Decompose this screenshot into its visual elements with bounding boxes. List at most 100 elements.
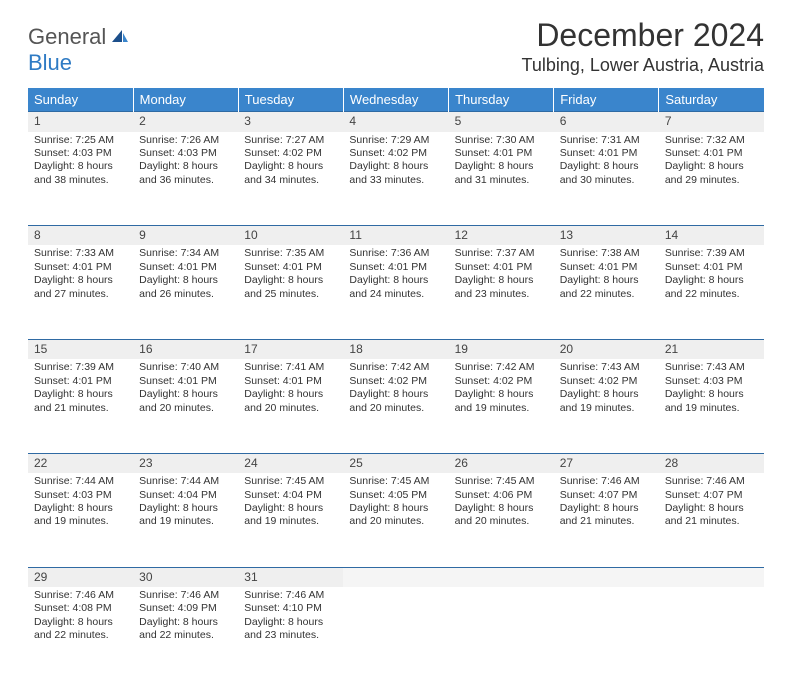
day-number: 5 xyxy=(449,112,554,132)
sunset-text: Sunset: 4:07 PM xyxy=(560,489,653,502)
sunrise-text: Sunrise: 7:34 AM xyxy=(139,247,232,260)
daylight-text-1: Daylight: 8 hours xyxy=(34,388,127,401)
sunrise-text: Sunrise: 7:46 AM xyxy=(560,475,653,488)
day-number: 31 xyxy=(238,567,343,587)
day-cell: Sunrise: 7:46 AMSunset: 4:08 PMDaylight:… xyxy=(28,587,133,675)
sunset-text: Sunset: 4:01 PM xyxy=(244,375,337,388)
day-number: 16 xyxy=(133,339,238,359)
sunset-text: Sunset: 4:10 PM xyxy=(244,602,337,615)
daylight-text-1: Daylight: 8 hours xyxy=(665,388,758,401)
sunset-text: Sunset: 4:03 PM xyxy=(139,147,232,160)
daylight-text-2: and 19 minutes. xyxy=(560,402,653,415)
daylight-text-2: and 33 minutes. xyxy=(349,174,442,187)
logo-word-2: Blue xyxy=(28,50,72,75)
daylight-text-2: and 31 minutes. xyxy=(455,174,548,187)
day-cell: Sunrise: 7:40 AMSunset: 4:01 PMDaylight:… xyxy=(133,359,238,447)
day-number: 15 xyxy=(28,339,133,359)
sunset-text: Sunset: 4:02 PM xyxy=(560,375,653,388)
sunrise-text: Sunrise: 7:44 AM xyxy=(139,475,232,488)
sunrise-text: Sunrise: 7:27 AM xyxy=(244,134,337,147)
sunrise-text: Sunrise: 7:38 AM xyxy=(560,247,653,260)
daylight-text-2: and 22 minutes. xyxy=(665,288,758,301)
daylight-text-2: and 21 minutes. xyxy=(560,515,653,528)
weekday-header: Monday xyxy=(133,88,238,112)
sunset-text: Sunset: 4:02 PM xyxy=(244,147,337,160)
daylight-text-1: Daylight: 8 hours xyxy=(349,160,442,173)
day-number: 20 xyxy=(554,339,659,359)
daylight-text-2: and 24 minutes. xyxy=(349,288,442,301)
sunset-text: Sunset: 4:07 PM xyxy=(665,489,758,502)
daylight-text-2: and 29 minutes. xyxy=(665,174,758,187)
daylight-text-2: and 25 minutes. xyxy=(244,288,337,301)
day-number: 6 xyxy=(554,112,659,132)
daylight-text-1: Daylight: 8 hours xyxy=(244,616,337,629)
day-number: 4 xyxy=(343,112,448,132)
sunset-text: Sunset: 4:01 PM xyxy=(665,261,758,274)
day-cell: Sunrise: 7:46 AMSunset: 4:07 PMDaylight:… xyxy=(554,473,659,561)
daynum-row: 22232425262728 xyxy=(28,453,764,473)
day-number: 21 xyxy=(659,339,764,359)
sunrise-text: Sunrise: 7:46 AM xyxy=(34,589,127,602)
logo-word-1: General xyxy=(28,24,106,49)
day-content-row: Sunrise: 7:33 AM Sunset: 4:01 PM Daylight:… xyxy=(28,245,764,333)
day-number: 26 xyxy=(449,453,554,473)
day-cell xyxy=(343,587,448,675)
header: General Blue December 2024 Tulbing, Lowe… xyxy=(28,18,764,76)
day-cell: Sunrise: 7:26 AMSunset: 4:03 PMDaylight:… xyxy=(133,132,238,220)
day-number: 18 xyxy=(343,339,448,359)
day-cell: Sunrise: 7:46 AMSunset: 4:07 PMDaylight:… xyxy=(659,473,764,561)
day-number: 23 xyxy=(133,453,238,473)
day-cell: Sunrise: 7:34 AMSunset: 4:01 PMDaylight:… xyxy=(133,245,238,333)
sunrise-text: Sunrise: 7:29 AM xyxy=(349,134,442,147)
daylight-text-2: and 38 minutes. xyxy=(34,174,127,187)
daylight-text-2: and 34 minutes. xyxy=(244,174,337,187)
day-number: 25 xyxy=(343,453,448,473)
sail-icon xyxy=(110,28,130,49)
sunrise-text: Sunrise: 7:33 AM xyxy=(34,247,127,260)
day-number: 19 xyxy=(449,339,554,359)
sunset-text: Sunset: 4:01 PM xyxy=(665,147,758,160)
sunrise-text: Sunrise: 7:44 AM xyxy=(34,475,127,488)
day-cell: Sunrise: 7:44 AMSunset: 4:04 PMDaylight:… xyxy=(133,473,238,561)
sunrise-text: Sunrise: 7:37 AM xyxy=(455,247,548,260)
weekday-header: Thursday xyxy=(449,88,554,112)
daylight-text-1: Daylight: 8 hours xyxy=(665,502,758,515)
sunrise-text: Sunrise: 7:45 AM xyxy=(455,475,548,488)
day-cell: Sunrise: 7:30 AMSunset: 4:01 PMDaylight:… xyxy=(449,132,554,220)
day-cell: Sunrise: 7:43 AMSunset: 4:02 PMDaylight:… xyxy=(554,359,659,447)
sunrise-text: Sunrise: 7:42 AM xyxy=(455,361,548,374)
sunrise-text: Sunrise: 7:46 AM xyxy=(665,475,758,488)
weekday-header: Sunday xyxy=(28,88,133,112)
day-number: 13 xyxy=(554,226,659,246)
sunset-text: Sunset: 4:09 PM xyxy=(139,602,232,615)
sunrise-text: Sunrise: 7:46 AM xyxy=(139,589,232,602)
day-number: 27 xyxy=(554,453,659,473)
page-title: December 2024 xyxy=(522,18,764,53)
sunrise-text: Sunrise: 7:39 AM xyxy=(665,247,758,260)
daylight-text-1: Daylight: 8 hours xyxy=(34,502,127,515)
sunrise-text: Sunrise: 7:46 AM xyxy=(244,589,337,602)
day-number: 2 xyxy=(133,112,238,132)
day-content-row: Sunrise: 7:39 AMSunset: 4:01 PMDaylight:… xyxy=(28,359,764,447)
daylight-text-1: Daylight: 8 hours xyxy=(34,160,127,173)
day-cell: Sunrise: 7:38 AMSunset: 4:01 PMDaylight:… xyxy=(554,245,659,333)
day-number xyxy=(449,567,554,587)
day-cell: Sunrise: 7:37 AMSunset: 4:01 PMDaylight:… xyxy=(449,245,554,333)
daylight-text-1: Daylight: 8 hours xyxy=(244,274,337,287)
daylight-text-2: and 19 minutes. xyxy=(455,402,548,415)
weekday-header-row: Sunday Monday Tuesday Wednesday Thursday… xyxy=(28,88,764,112)
day-number: 22 xyxy=(28,453,133,473)
day-content-row: Sunrise: 7:25 AMSunset: 4:03 PMDaylight:… xyxy=(28,132,764,220)
day-number: 10 xyxy=(238,226,343,246)
daylight-text-1: Daylight: 8 hours xyxy=(244,160,337,173)
weekday-header: Wednesday xyxy=(343,88,448,112)
day-number xyxy=(343,567,448,587)
day-content-row: Sunrise: 7:44 AMSunset: 4:03 PMDaylight:… xyxy=(28,473,764,561)
daynum-row: 15161718192021 xyxy=(28,339,764,359)
day-cell: Sunrise: 7:45 AMSunset: 4:04 PMDaylight:… xyxy=(238,473,343,561)
daylight-text-2: and 19 minutes. xyxy=(34,515,127,528)
daynum-row: 1234567 xyxy=(28,112,764,132)
day-cell: Sunrise: 7:36 AMSunset: 4:01 PMDaylight:… xyxy=(343,245,448,333)
logo-text: General Blue xyxy=(28,24,130,76)
sunrise-text: Sunrise: 7:31 AM xyxy=(560,134,653,147)
